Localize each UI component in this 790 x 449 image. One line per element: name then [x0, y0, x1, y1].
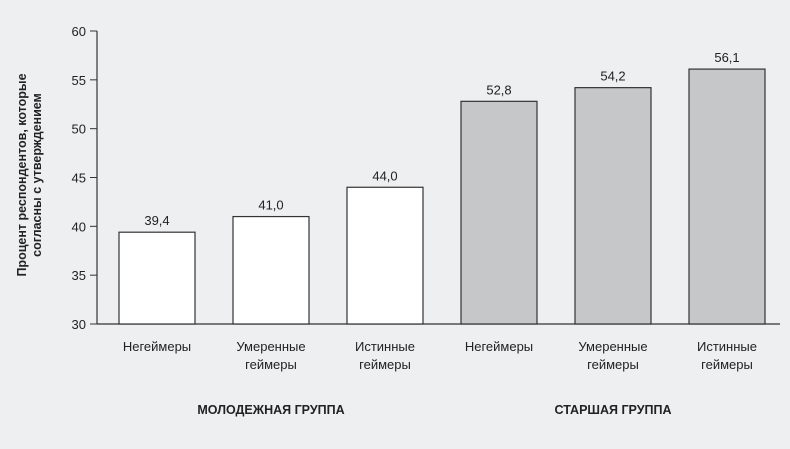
bar	[688, 68, 766, 325]
group-label: МОЛОДЕЖНАЯ ГРУППА	[197, 403, 345, 417]
value-label: 56,1	[714, 50, 739, 65]
value-label: 54,2	[600, 69, 625, 84]
y-tick-label: 35	[72, 268, 86, 283]
value-label: 44,0	[372, 168, 397, 183]
value-label: 39,4	[144, 213, 169, 228]
x-tick-label: Истинные геймеры	[355, 339, 415, 372]
bar	[232, 215, 310, 325]
y-axis-label: Процент респондентов, которые согласны с…	[15, 73, 44, 277]
x-tick-label: Негеймеры	[464, 339, 534, 354]
x-tick-label: Умеренные геймеры	[236, 339, 306, 372]
y-tick-label: 30	[72, 317, 86, 332]
y-tick-label: 50	[72, 122, 86, 137]
bar	[460, 100, 538, 325]
x-tick-label: Умеренные геймеры	[578, 339, 648, 372]
group-label: СТАРШАЯ ГРУППА	[554, 403, 672, 417]
y-tick-label: 40	[72, 219, 86, 234]
value-label: 52,8	[486, 82, 511, 97]
x-tick-label: Истинные геймеры	[697, 339, 757, 372]
x-tick-label: Негеймеры	[122, 339, 192, 354]
bar	[118, 231, 196, 325]
y-tick-label: 60	[72, 24, 86, 39]
y-tick-label: 45	[72, 171, 86, 186]
y-tick-label: 55	[72, 73, 86, 88]
bar	[346, 186, 424, 325]
value-label: 41,0	[258, 198, 283, 213]
bar	[574, 87, 652, 325]
